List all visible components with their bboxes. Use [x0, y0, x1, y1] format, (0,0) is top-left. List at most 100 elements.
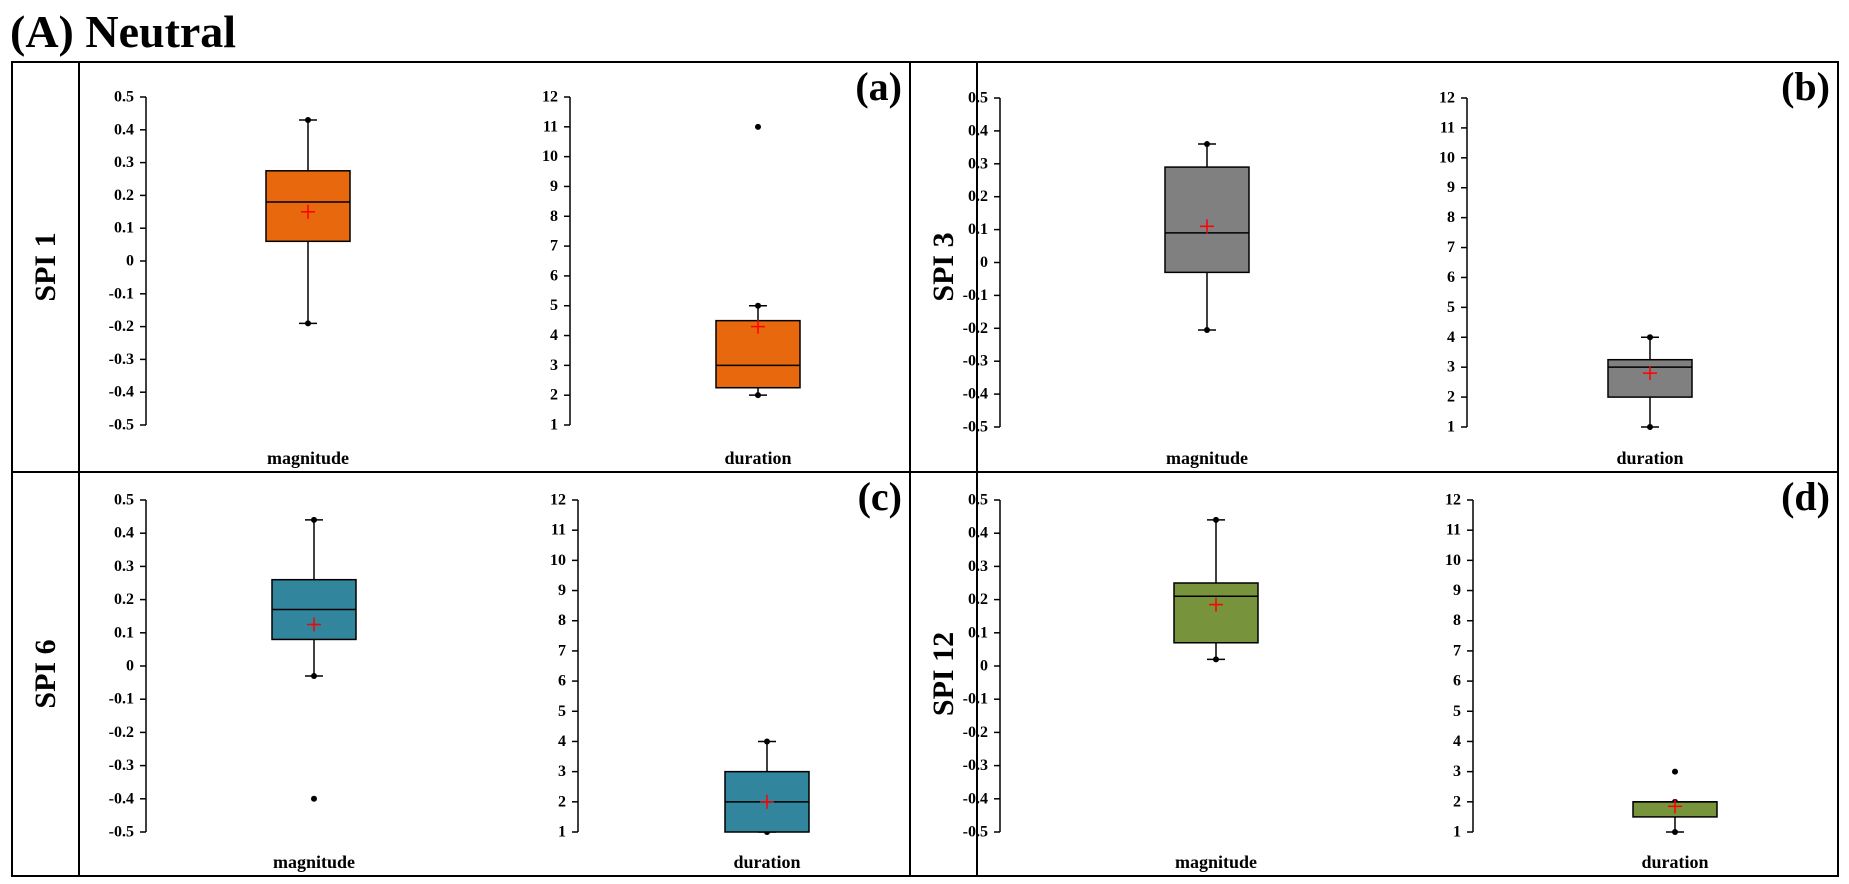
y-tick-label: 0.2 [968, 591, 988, 608]
y-tick-label: 5 [558, 703, 566, 720]
panel-a: SPI 1 (a) 0.5 0.4 0.3 0.2 0.1 0 -0.1 -0.2 -0.3 -0.4… [11, 61, 911, 473]
duration-axis: 12 11 10 9 8 7 6 5 4 3 2 1 duration [1445, 492, 1718, 872]
y-tick-label: 0.5 [968, 90, 988, 107]
min-point [1204, 326, 1210, 333]
duration-axis: 12 11 10 9 8 7 6 5 4 3 2 1 duration [550, 492, 810, 872]
y-tick-label: -0.1 [109, 691, 134, 708]
y-tick-label: 0.1 [968, 624, 988, 641]
min-point [305, 320, 311, 327]
y-tick-label: -0.2 [963, 724, 988, 741]
y-tick-label: 4 [1453, 733, 1461, 750]
panel-letter: (d) [1781, 474, 1830, 519]
y-tick-label: -0.1 [109, 285, 134, 302]
panel-frame [909, 471, 1839, 877]
box-magnitude [1164, 141, 1250, 333]
y-tick-label: 9 [558, 582, 566, 599]
outlier-point [755, 123, 761, 130]
y-tick-label: -0.5 [109, 824, 134, 841]
y-tick-label: 7 [1447, 239, 1455, 256]
y-tick-label: 11 [543, 118, 558, 135]
y-tick-label: 7 [1453, 642, 1461, 659]
box-magnitude [1173, 516, 1259, 663]
y-tick-label: -0.3 [109, 757, 134, 774]
duration-axis: 12 11 10 9 8 7 6 5 4 3 2 1 duration [542, 89, 801, 468]
y-tick-label: 12 [1445, 492, 1461, 509]
x-category-label: duration [1641, 852, 1708, 872]
y-tick-label: 0.5 [114, 89, 134, 106]
y-tick-label: 8 [550, 208, 558, 225]
y-tick-label: 7 [558, 642, 566, 659]
y-tick-label: 1 [558, 824, 566, 841]
duration-axis: 12 11 10 9 8 7 6 5 4 3 2 1 duration [1439, 90, 1693, 468]
y-tick-label: -0.3 [963, 757, 988, 774]
y-tick-label: 6 [550, 267, 558, 284]
box-duration [724, 738, 810, 835]
magnitude-axis: 0.5 0.4 0.3 0.2 0.1 0 -0.1 -0.2 -0.3 -0.4 -0.5 magn… [109, 492, 357, 872]
y-tick-label: 12 [542, 89, 558, 106]
max-point [1204, 141, 1210, 148]
y-tick-label: 1 [1453, 824, 1461, 841]
y-tick-label: -0.1 [963, 691, 988, 708]
row-label: SPI 3 [927, 232, 960, 301]
y-tick-label: -0.4 [109, 790, 134, 807]
y-tick-label: 4 [550, 327, 558, 344]
y-tick-label: 0.3 [968, 558, 988, 575]
max-point [764, 738, 770, 745]
y-tick-label: 1 [550, 417, 558, 434]
box-duration [1607, 334, 1693, 430]
y-tick-label: -0.5 [963, 824, 988, 841]
y-tick-label: 9 [1447, 179, 1455, 196]
y-tick-label: 8 [558, 612, 566, 629]
panel-letter: (a) [855, 64, 902, 109]
x-category-label: duration [724, 448, 791, 468]
y-tick-label: 9 [1453, 582, 1461, 599]
y-tick-label: 4 [558, 733, 566, 750]
min-point [1647, 424, 1653, 430]
y-tick-label: 2 [1447, 389, 1455, 406]
y-tick-label: 3 [558, 763, 566, 780]
y-tick-label: 8 [1447, 209, 1455, 226]
y-tick-label: 1 [1447, 419, 1455, 436]
panel-letter: (b) [1781, 64, 1830, 109]
y-tick-label: -0.3 [109, 351, 134, 368]
max-point [1213, 516, 1219, 523]
y-tick-label: 10 [1439, 149, 1455, 166]
y-tick-label: 8 [1453, 612, 1461, 629]
y-tick-label: -0.5 [963, 419, 988, 436]
y-tick-label: 11 [1446, 522, 1461, 539]
y-tick-label: 0.3 [114, 558, 134, 575]
row-label: SPI 1 [29, 232, 62, 301]
y-tick-label: 6 [1447, 269, 1455, 286]
y-tick-label: 0.3 [114, 154, 134, 171]
row-label: SPI 6 [29, 639, 62, 708]
max-point [311, 516, 317, 523]
y-tick-label: 0.4 [114, 525, 134, 542]
y-tick-label: 11 [551, 522, 566, 539]
outlier-point [1672, 768, 1678, 775]
y-tick-label: 6 [1453, 673, 1461, 690]
y-tick-label: -0.3 [963, 353, 988, 370]
y-tick-label: -0.5 [109, 417, 134, 434]
min-point [1213, 656, 1219, 663]
x-category-label: magnitude [1166, 448, 1248, 468]
panel-d: SPI 12 (d) 0.5 0.4 0.3 0.2 0.1 0 -0.1 -0.2 -0.3 -0.… [909, 471, 1839, 877]
panel-b: SPI 3 (b) 0.5 0.4 0.3 0.2 0.1 0 -0.1 -0.2 -0.3 -0.4… [909, 61, 1839, 473]
panel-c: SPI 6 (c) 0.5 0.4 0.3 0.2 0.1 0 -0.1 -0.2 -0.3 -0.4… [11, 471, 911, 877]
y-tick-label: 0.4 [968, 525, 988, 542]
x-category-label: duration [1616, 448, 1683, 468]
y-tick-label: 0.1 [114, 220, 134, 237]
figure-title: (A) Neutral [10, 6, 237, 57]
y-tick-label: -0.4 [109, 384, 134, 401]
x-category-label: duration [733, 852, 800, 872]
y-tick-label: 10 [1445, 552, 1461, 569]
y-tick-label: 0 [980, 658, 988, 675]
x-category-label: magnitude [1175, 852, 1257, 872]
y-tick-label: 12 [1439, 90, 1455, 107]
box-duration [715, 123, 801, 399]
y-tick-label: 10 [550, 552, 566, 569]
magnitude-axis: 0.5 0.4 0.3 0.2 0.1 0 -0.1 -0.2 -0.3 -0.4 -0.5 magn… [963, 492, 1259, 872]
min-point [311, 672, 317, 679]
panel-letter: (c) [858, 474, 902, 519]
max-point [755, 302, 761, 309]
